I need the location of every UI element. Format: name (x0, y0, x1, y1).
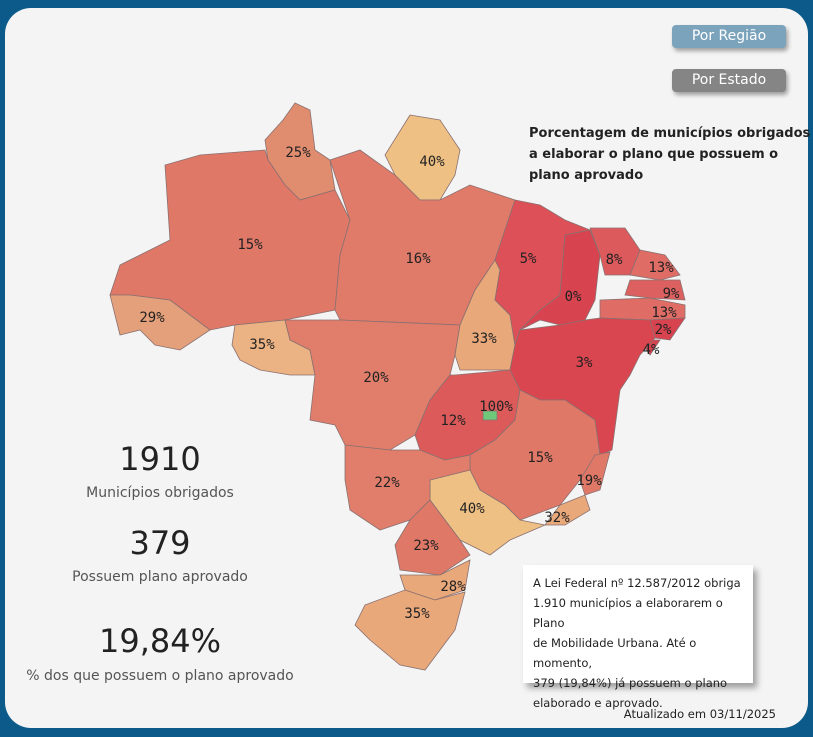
note-box: A Lei Federal nº 12.587/2012 obriga 1.91… (523, 565, 753, 710)
state-label: 9% (663, 286, 680, 302)
state-label: 15% (527, 450, 553, 466)
note-line: A Lei Federal nº 12.587/2012 obriga (533, 576, 741, 590)
state-label: 32% (544, 510, 570, 526)
state-shape (394, 499, 471, 576)
title-line: plano aprovado (529, 168, 644, 183)
state-label: 15% (237, 237, 263, 253)
state-label: 2% (655, 322, 672, 338)
state-label: 23% (413, 538, 439, 554)
state-label: 20% (363, 370, 389, 386)
state-shape (544, 494, 591, 526)
state-shape (579, 451, 611, 496)
state-label: 16% (405, 251, 431, 267)
state-label: 29% (139, 310, 165, 326)
kpi-label: Municípios obrigados (86, 485, 234, 501)
region-button[interactable]: Por Região (672, 25, 786, 48)
state-label: 3% (576, 355, 593, 371)
state-label: 35% (404, 606, 430, 622)
state-shape (624, 279, 686, 301)
note-line: de Mobilidade Urbana. Até o momento, (533, 636, 697, 670)
kpi-value: 1910 (119, 440, 201, 478)
kpi-value: 379 (129, 524, 191, 562)
state-label: 40% (459, 501, 485, 517)
state-label: 8% (606, 252, 623, 268)
note-line: 1.910 municípios a elaborarem o Plano (533, 596, 723, 630)
kpi-label: % dos que possuem o plano aprovado (26, 668, 294, 684)
state-shape (629, 249, 681, 281)
state-shape (344, 444, 471, 531)
state-shape (109, 294, 211, 351)
state-label: 5% (520, 251, 537, 267)
note-line: 379 (19,84%) já possuem o plano (533, 676, 728, 690)
state-label: 35% (249, 337, 275, 353)
state-shape (354, 589, 466, 671)
title-line: a elaborar o plano que possuem o (529, 147, 779, 162)
state-label: 22% (374, 475, 400, 491)
map-title: Porcentagem de municípios obrigados a el… (529, 123, 810, 186)
state-label: 4% (643, 342, 660, 358)
state-label: 19% (576, 473, 602, 489)
state-label: 13% (648, 260, 674, 276)
note-line: elaborado e aprovado. (533, 696, 663, 710)
state-label: 12% (440, 413, 466, 429)
title-line: Porcentagem de municípios obrigados (529, 126, 811, 141)
state-label: 100% (479, 399, 513, 415)
state-label: 25% (285, 145, 311, 161)
state-label: 33% (471, 331, 497, 347)
kpi-value: 19,84% (98, 622, 221, 660)
state-shape (482, 410, 498, 421)
state-label: 40% (419, 154, 445, 170)
state-label: 0% (565, 289, 582, 305)
kpi-label: Possuem plano aprovado (72, 569, 248, 585)
state-label: 13% (651, 305, 677, 321)
state-button[interactable]: Por Estado (672, 69, 786, 92)
footer: Atualizado em 03/11/2025 (623, 707, 776, 721)
state-label: 28% (440, 579, 466, 595)
